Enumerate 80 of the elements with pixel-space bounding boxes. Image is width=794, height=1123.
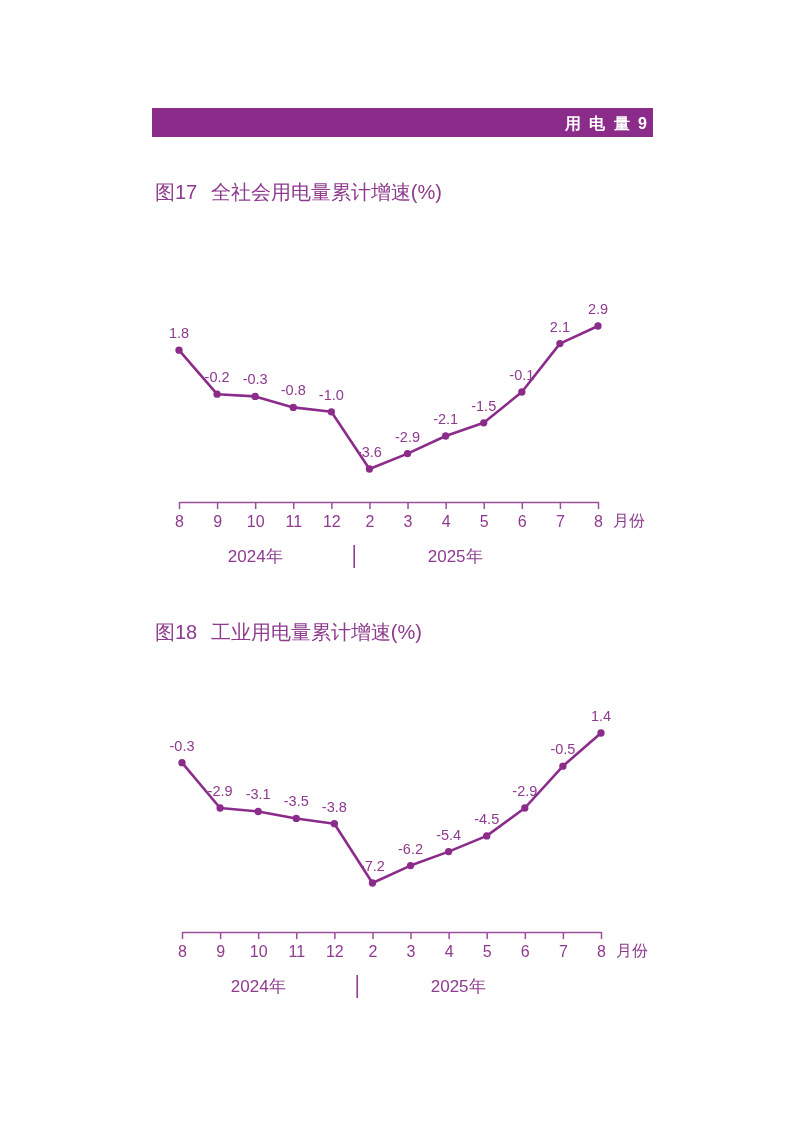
- point: [292, 814, 300, 823]
- text: 2024年: [230, 977, 286, 996]
- point: [406, 861, 415, 870]
- text: 2024年: [227, 547, 283, 566]
- point: [216, 804, 224, 812]
- point: [368, 879, 377, 887]
- x-tick-label: 8: [178, 943, 188, 961]
- text: 用 电 量 9: [563, 115, 649, 132]
- point: [213, 390, 221, 398]
- data-label: -2.1: [433, 411, 459, 427]
- point: [483, 832, 491, 840]
- x-tick-label: 9: [213, 513, 223, 531]
- x-tick-label: 5: [482, 943, 492, 961]
- point: [559, 762, 567, 770]
- x-tick-label: 9: [216, 943, 226, 961]
- data-label: -3.5: [283, 793, 309, 810]
- data-label: -0.5: [550, 741, 576, 758]
- x-tick-label: 10: [249, 943, 268, 961]
- x-tick-label: 12: [322, 513, 341, 531]
- point: [518, 388, 526, 396]
- data-label: -0.3: [169, 737, 195, 754]
- data-label: -4.5: [474, 810, 500, 827]
- point: [556, 339, 564, 348]
- point: [597, 729, 605, 737]
- data-label: -5.4: [436, 826, 462, 843]
- x-tick-label: 10: [246, 513, 265, 531]
- data-label: -2.9: [207, 783, 233, 799]
- point: [289, 403, 297, 412]
- point: [175, 346, 183, 354]
- data-label: -2.9: [395, 428, 421, 445]
- point: [594, 322, 602, 330]
- x-tick-label: 7: [555, 513, 565, 531]
- x-tick-label: 3: [406, 943, 416, 961]
- x-tick-label: 4: [441, 513, 451, 531]
- x-tick-label: 8: [594, 513, 604, 531]
- x-tick-label: 6: [517, 513, 527, 531]
- text: 2025年: [430, 977, 486, 996]
- data-label: 1.8: [168, 325, 190, 342]
- point: [251, 392, 259, 401]
- x-tick-label: 8: [175, 513, 185, 531]
- data-label: -0.2: [204, 369, 230, 386]
- x-tick-label: 4: [444, 943, 454, 961]
- data-label: -3.8: [321, 798, 347, 815]
- x-tick-label: 11: [288, 943, 306, 961]
- chart-title: 图18 工业用电量累计增速(%): [155, 621, 422, 643]
- data-label: 1.4: [590, 708, 612, 724]
- data-label: -0.3: [242, 371, 268, 388]
- data-label: -1.5: [471, 397, 497, 414]
- point: [330, 820, 339, 828]
- x-axis-title: 月份: [616, 942, 648, 959]
- data-label: 2.1: [549, 318, 570, 335]
- x-tick-label: 2: [365, 513, 375, 531]
- data-label: 2.9: [587, 301, 609, 317]
- point: [521, 804, 529, 812]
- point: [254, 807, 262, 816]
- point: [178, 759, 186, 767]
- data-label: -0.8: [280, 382, 306, 399]
- x-tick-label: 8: [597, 943, 607, 961]
- point: [365, 465, 374, 473]
- x-tick-label: 12: [325, 943, 344, 961]
- x-tick-label: 11: [285, 513, 303, 531]
- data-label: -3.6: [356, 444, 382, 460]
- x-tick-label: 2: [368, 943, 378, 961]
- data-label: -0.1: [509, 367, 535, 383]
- point: [480, 419, 488, 427]
- data-label: -1.0: [318, 386, 344, 403]
- x-tick-label: 6: [520, 943, 530, 961]
- point: [444, 847, 453, 856]
- data-label: -3.1: [245, 786, 271, 803]
- x-axis-title: 月份: [613, 512, 645, 529]
- text: 2025年: [427, 547, 483, 566]
- x-tick-label: 3: [403, 513, 413, 531]
- data-label: -6.2: [398, 840, 424, 857]
- point: [441, 432, 450, 440]
- data-label: -2.9: [512, 783, 538, 799]
- x-tick-label: 5: [479, 513, 489, 531]
- chart-title: 图17 全社会用电量累计增速(%): [155, 181, 442, 203]
- point: [403, 449, 412, 458]
- point: [327, 408, 336, 416]
- x-tick-label: 7: [558, 943, 568, 961]
